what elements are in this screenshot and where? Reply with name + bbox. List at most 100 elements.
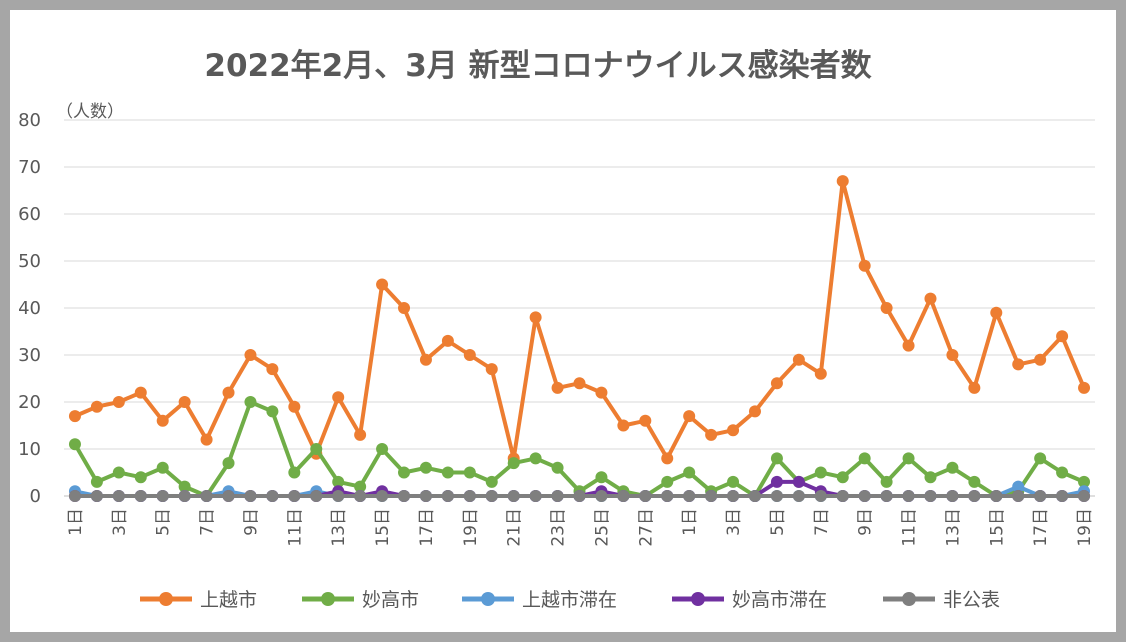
y-axis-unit-label: （人数） xyxy=(56,102,124,122)
data-point xyxy=(748,405,761,418)
data-point xyxy=(288,466,301,479)
x-axis-ticks: 1日 3日 5日 7日 9日 11日 13日 15日 17日 19日 21日 23日 25日 27日 1日 3… xyxy=(66,508,1095,547)
data-point xyxy=(463,349,476,361)
data-point xyxy=(814,367,827,380)
data-point xyxy=(1034,452,1047,465)
data-point xyxy=(529,311,542,324)
data-point xyxy=(244,396,257,408)
data-point xyxy=(770,475,783,488)
legend-label: 妙高市 xyxy=(362,589,419,611)
x-tick-label: 9日 xyxy=(241,508,261,536)
data-point xyxy=(727,475,740,488)
data-point xyxy=(990,306,1003,319)
data-point xyxy=(924,471,937,484)
chart-frame: 2022年2月、3月 新型コロナウイルス感染者数 （人数） 0 10 20 30 40 5… xyxy=(10,10,1116,632)
x-tick-label: 7日 xyxy=(812,508,832,536)
x-tick-label: 19日 xyxy=(461,508,481,547)
data-point xyxy=(156,490,169,502)
data-point xyxy=(68,490,81,502)
data-point xyxy=(858,259,871,272)
y-tick-label: 50 xyxy=(18,251,41,272)
x-tick-label: 17日 xyxy=(417,508,437,547)
x-tick-label: 1日 xyxy=(66,508,86,536)
data-point xyxy=(485,475,498,488)
data-point xyxy=(1034,490,1047,502)
data-point xyxy=(156,461,169,474)
data-point xyxy=(1078,490,1091,502)
legend-item: 非公表 xyxy=(883,589,1000,611)
legend-item: 上越市 xyxy=(140,589,257,611)
data-point xyxy=(792,475,805,488)
data-point xyxy=(705,428,718,441)
data-point xyxy=(134,490,147,502)
data-point xyxy=(858,490,871,502)
data-point xyxy=(134,471,147,484)
data-point xyxy=(507,457,520,470)
data-point xyxy=(200,433,213,446)
y-tick-label: 30 xyxy=(18,345,41,366)
data-point xyxy=(266,490,279,502)
data-point xyxy=(836,175,849,188)
x-tick-label: 3日 xyxy=(110,508,130,536)
data-point xyxy=(880,490,893,502)
x-tick-label: 5日 xyxy=(768,508,788,536)
data-point xyxy=(419,353,432,366)
data-point xyxy=(946,461,959,474)
chart-title: 2022年2月、3月 新型コロナウイルス感染者数 xyxy=(204,48,871,84)
data-point xyxy=(880,302,893,314)
legend-label: 妙高市滞在 xyxy=(732,589,827,611)
data-point xyxy=(595,490,608,502)
y-tick-label: 60 xyxy=(18,204,41,225)
data-point xyxy=(68,410,81,423)
legend-swatch-marker xyxy=(691,592,705,606)
y-axis-ticks: 0 10 20 30 40 50 60 70 80 xyxy=(18,110,41,507)
data-point xyxy=(683,410,696,423)
data-point xyxy=(551,461,564,474)
data-point xyxy=(1056,330,1069,343)
data-point xyxy=(288,490,301,502)
legend-label: 上越市 xyxy=(200,589,257,611)
data-point xyxy=(639,490,652,502)
data-point xyxy=(112,490,125,502)
x-tick-label: 5日 xyxy=(154,508,174,536)
data-point xyxy=(90,490,103,502)
data-point xyxy=(968,381,981,394)
y-tick-label: 10 xyxy=(18,439,41,460)
data-point xyxy=(178,396,191,408)
data-point xyxy=(266,405,279,418)
data-point xyxy=(485,490,498,502)
x-tick-label: 19日 xyxy=(1075,508,1095,547)
data-point xyxy=(222,386,235,399)
data-point xyxy=(222,490,235,502)
data-point xyxy=(595,471,608,484)
series-5 xyxy=(68,490,1091,502)
x-tick-label: 21日 xyxy=(505,508,525,547)
data-point xyxy=(1012,490,1025,502)
data-point xyxy=(748,490,761,502)
data-point xyxy=(770,377,783,390)
legend-label: 非公表 xyxy=(943,589,1000,611)
legend-swatch-marker xyxy=(902,592,916,606)
data-point xyxy=(968,475,981,488)
data-point xyxy=(902,339,915,352)
data-point xyxy=(617,490,630,502)
data-point xyxy=(398,302,411,314)
data-point xyxy=(573,490,586,502)
legend-item: 妙高市滞在 xyxy=(672,589,827,611)
data-point xyxy=(441,490,454,502)
data-point xyxy=(398,490,411,502)
x-tick-label: 27日 xyxy=(636,508,656,547)
data-point xyxy=(90,400,103,413)
x-tick-label: 25日 xyxy=(592,508,612,547)
data-point xyxy=(727,490,740,502)
data-point xyxy=(90,475,103,488)
data-point xyxy=(924,490,937,502)
data-point xyxy=(529,452,542,465)
data-point xyxy=(946,349,959,361)
x-tick-label: 9日 xyxy=(856,508,876,536)
data-point xyxy=(244,490,257,502)
data-point xyxy=(244,349,257,361)
data-point xyxy=(858,452,871,465)
data-point xyxy=(332,475,345,488)
data-point xyxy=(178,480,191,493)
